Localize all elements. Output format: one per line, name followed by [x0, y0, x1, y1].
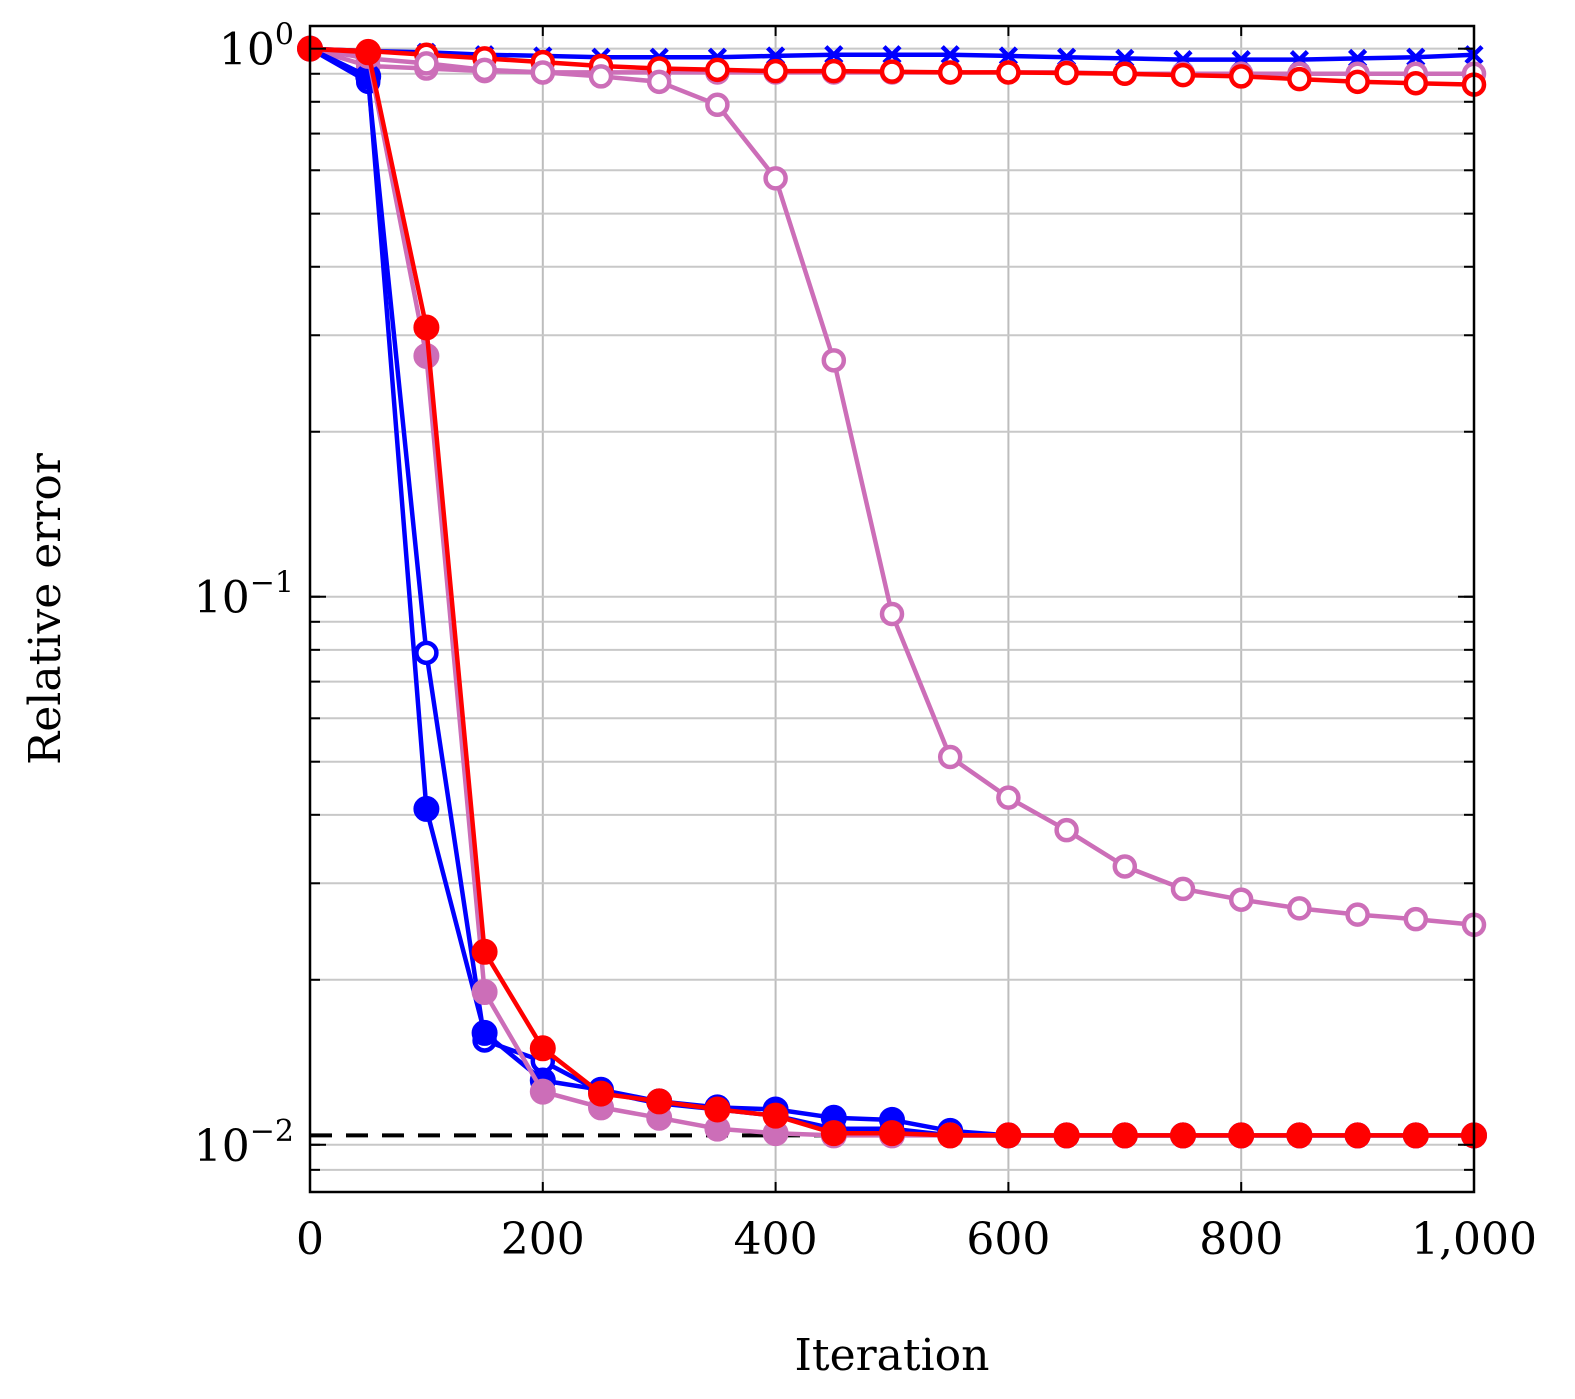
x-tick-label: 0	[296, 1214, 324, 1265]
data-point	[413, 795, 440, 822]
data-point	[471, 938, 498, 965]
x-tick-label: 600	[966, 1214, 1050, 1265]
data-point	[529, 1078, 556, 1105]
data-point	[762, 1102, 789, 1129]
data-point	[821, 58, 847, 84]
x-tick-label: 200	[501, 1214, 585, 1265]
data-point	[763, 166, 788, 191]
axis-ticks: 0 200 400 600 800 1,000 100 10−1 10−2	[194, 18, 1537, 1265]
data-point	[882, 45, 902, 65]
data-point	[824, 45, 844, 65]
data-point	[1112, 61, 1138, 87]
y-tick-label: 10−2	[194, 1114, 294, 1172]
data-point	[1287, 896, 1312, 921]
data-point	[705, 57, 730, 83]
x-tick-label: 1,000	[1411, 1214, 1537, 1265]
data-point	[879, 601, 905, 627]
data-point	[588, 1080, 614, 1107]
data-point	[940, 45, 960, 65]
data-point	[1406, 47, 1426, 67]
data-point	[1286, 1122, 1313, 1149]
series-8	[297, 35, 1487, 1149]
data-point	[1170, 876, 1196, 902]
y-tick-label: 10−1	[194, 566, 294, 624]
data-point	[1228, 887, 1254, 912]
data-point	[1228, 1122, 1255, 1149]
data-point	[937, 1122, 964, 1149]
data-point	[646, 69, 672, 95]
data-point	[1054, 817, 1079, 843]
data-point	[529, 1035, 556, 1062]
series-line	[309, 46, 1474, 1138]
data-point	[1228, 64, 1254, 89]
data-point	[821, 348, 847, 373]
y-axis-title: Relative error	[20, 452, 71, 765]
data-point	[530, 60, 556, 85]
data-point	[704, 1096, 731, 1123]
data-point	[820, 1120, 847, 1147]
data-point	[1170, 62, 1196, 88]
data-point	[996, 785, 1021, 810]
data-point	[879, 1120, 905, 1147]
x-axis-title: Iteration	[795, 1330, 990, 1381]
y-tick-label: 100	[219, 18, 294, 76]
data-point	[1053, 1122, 1080, 1149]
data-point	[937, 60, 963, 85]
data-point	[1344, 1122, 1371, 1149]
data-point	[1345, 69, 1370, 95]
data-point	[646, 1088, 673, 1115]
series-line	[309, 46, 1475, 928]
data-point	[1054, 60, 1079, 86]
data-point	[588, 64, 614, 89]
data-point	[1287, 66, 1312, 92]
series-4	[297, 36, 1487, 938]
data-point	[1345, 902, 1370, 927]
series-group	[297, 35, 1487, 1149]
data-point	[1170, 1122, 1196, 1149]
data-point	[414, 640, 439, 666]
data-point	[414, 51, 439, 76]
data-point	[763, 58, 788, 84]
x-tick-label: 800	[1199, 1214, 1283, 1265]
plot-frame	[308, 24, 1476, 1194]
data-point	[1403, 906, 1429, 932]
x-tick-label: 400	[734, 1214, 818, 1265]
data-point	[1112, 854, 1138, 879]
data-point	[1111, 1122, 1138, 1149]
data-point	[879, 59, 905, 84]
data-point	[471, 1019, 498, 1046]
data-point	[996, 60, 1021, 85]
data-point	[1402, 1122, 1429, 1149]
data-point	[413, 314, 440, 341]
data-point	[355, 39, 382, 66]
data-point	[705, 92, 730, 118]
data-point	[471, 978, 498, 1005]
data-point	[472, 57, 497, 83]
data-point	[937, 744, 963, 770]
data-point	[1403, 70, 1429, 96]
data-point	[995, 1122, 1022, 1149]
data-point	[998, 46, 1018, 66]
